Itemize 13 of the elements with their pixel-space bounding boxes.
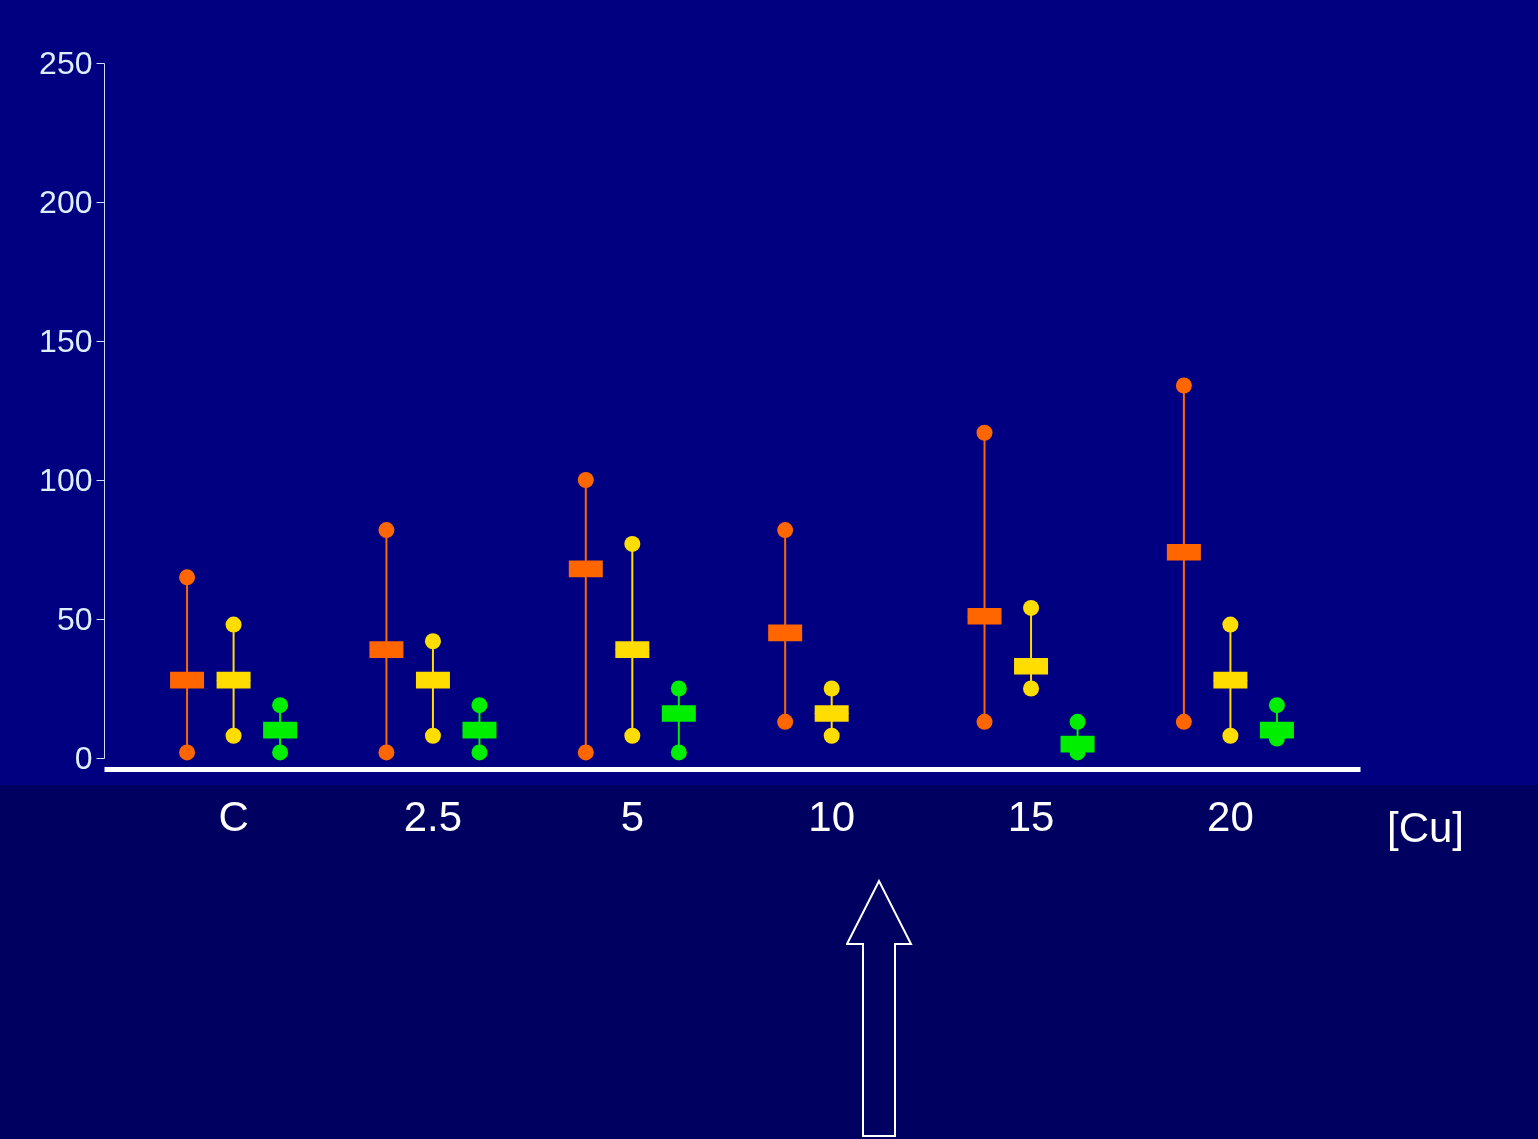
x-tick-label: 2.5 (403, 792, 463, 840)
y-tick-label: 200 (39, 183, 93, 220)
x-tick-label: 20 (1207, 792, 1254, 840)
x-axis-title: [Cu] (1386, 803, 1465, 851)
y-tick-label: 100 (39, 461, 93, 498)
x-tick-label: 10 (808, 792, 856, 840)
x-tick-label: 5 (620, 792, 644, 840)
y-tick-label: 250 (39, 44, 93, 81)
y-tick-label: 0 (74, 739, 93, 776)
y-tick-label: 50 (56, 600, 93, 637)
x-tick-label: 15 (1007, 792, 1055, 840)
y-tick-label: 150 (39, 322, 93, 359)
x-tick-label: C (218, 792, 249, 840)
